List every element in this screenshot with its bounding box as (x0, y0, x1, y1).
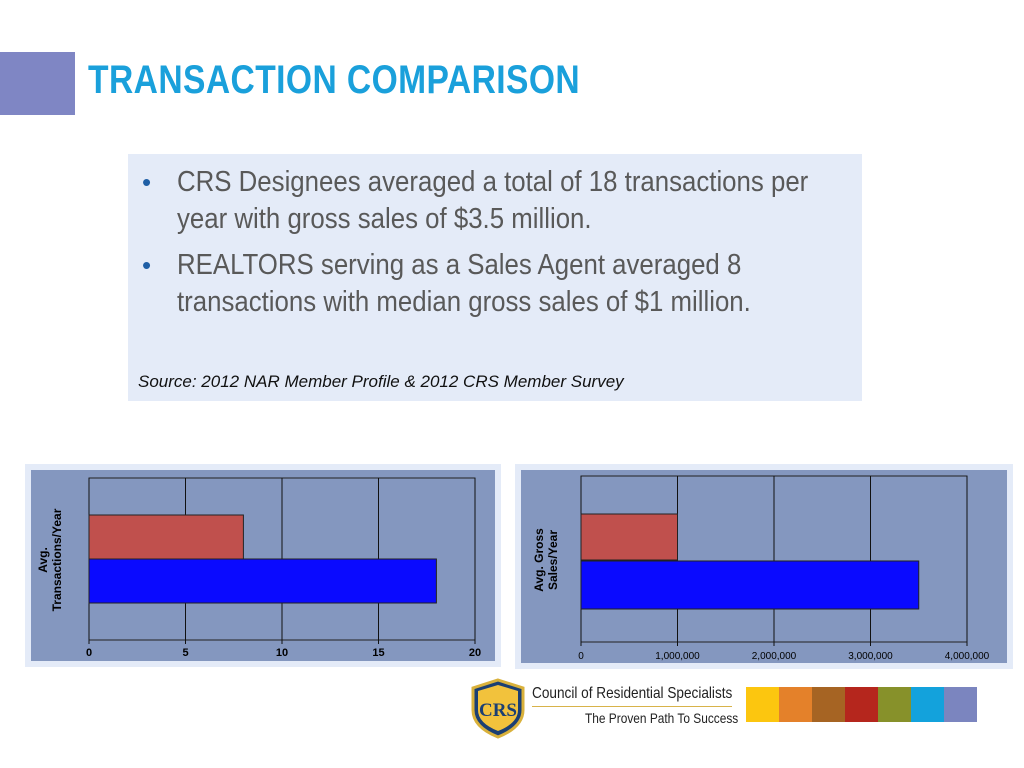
y-axis-label-line: Avg. Gross (532, 528, 546, 592)
y-axis-label-line: Sales/Year (546, 530, 560, 590)
brand-color-swatch (878, 687, 911, 722)
chart-panel-transactions: 0 5 10 15 20 Avg. Transactions/Year (25, 464, 501, 667)
svg-text:CRS: CRS (479, 700, 517, 721)
brand-color-swatch (779, 687, 812, 722)
org-rule (532, 706, 732, 707)
source-note: Source: 2012 NAR Member Profile & 2012 C… (138, 372, 624, 391)
x-tick-label: 1,000,000 (655, 651, 700, 662)
brand-color-swatch (746, 687, 779, 722)
brand-color-swatch (812, 687, 845, 722)
bullet-list: • CRS Designees averaged a total of 18 tr… (142, 164, 842, 330)
crs-logo: CRS Council of Residential Specialists T… (468, 677, 988, 739)
y-axis-label-line: Transactions/Year (50, 508, 64, 611)
x-tick-label: 4,000,000 (945, 651, 990, 662)
bullet-text: CRS Designees averaged a total of 18 tra… (177, 166, 809, 235)
x-tick-label: 15 (372, 647, 384, 659)
x-tick-label: 0 (86, 647, 92, 659)
tagline: The Proven Path To Success (585, 710, 739, 726)
x-tick-label: 3,000,000 (848, 651, 893, 662)
x-tick-label: 2,000,000 (752, 651, 797, 662)
org-name: Council of Residential Specialists (532, 685, 733, 702)
sales-chart: 0 1,000,000 2,000,000 3,000,000 4,000,000 Avg… (532, 475, 990, 662)
bar (88, 558, 437, 604)
y-axis-label-line: Avg. (36, 547, 50, 573)
x-tick-label: 0 (578, 651, 584, 662)
title-accent-square (0, 52, 75, 115)
brand-color-swatch (944, 687, 977, 722)
bullet-icon: • (142, 250, 152, 280)
slide-title: TRANSACTION COMPARISON (88, 58, 581, 102)
brand-color-bar (746, 687, 977, 722)
crs-emblem-icon: CRS (471, 678, 525, 739)
bar (580, 513, 678, 561)
brand-color-swatch (845, 687, 878, 722)
brand-color-swatch (911, 687, 944, 722)
chart-panel-sales: 0 1,000,000 2,000,000 3,000,000 4,000,000 Avg… (515, 464, 1013, 669)
x-tick-label: 5 (182, 647, 188, 659)
y-axis-label: Avg. Gross Sales/Year (532, 528, 560, 592)
x-tick-label: 10 (276, 647, 288, 659)
bar (580, 560, 920, 610)
transactions-chart: 0 5 10 15 20 Avg. Transactions/Year (36, 477, 481, 659)
y-axis-label: Avg. Transactions/Year (36, 508, 64, 611)
bar (88, 514, 244, 560)
x-tick-label: 20 (469, 647, 481, 659)
bullet-item: • CRS Designees averaged a total of 18 tr… (142, 164, 842, 238)
bullet-icon: • (142, 167, 152, 197)
bullet-text: REALTORS serving as a Sales Agent averag… (177, 249, 751, 318)
bullet-item: • REALTORS serving as a Sales Agent avera… (142, 247, 842, 321)
summary-box: • CRS Designees averaged a total of 18 tr… (128, 154, 862, 401)
